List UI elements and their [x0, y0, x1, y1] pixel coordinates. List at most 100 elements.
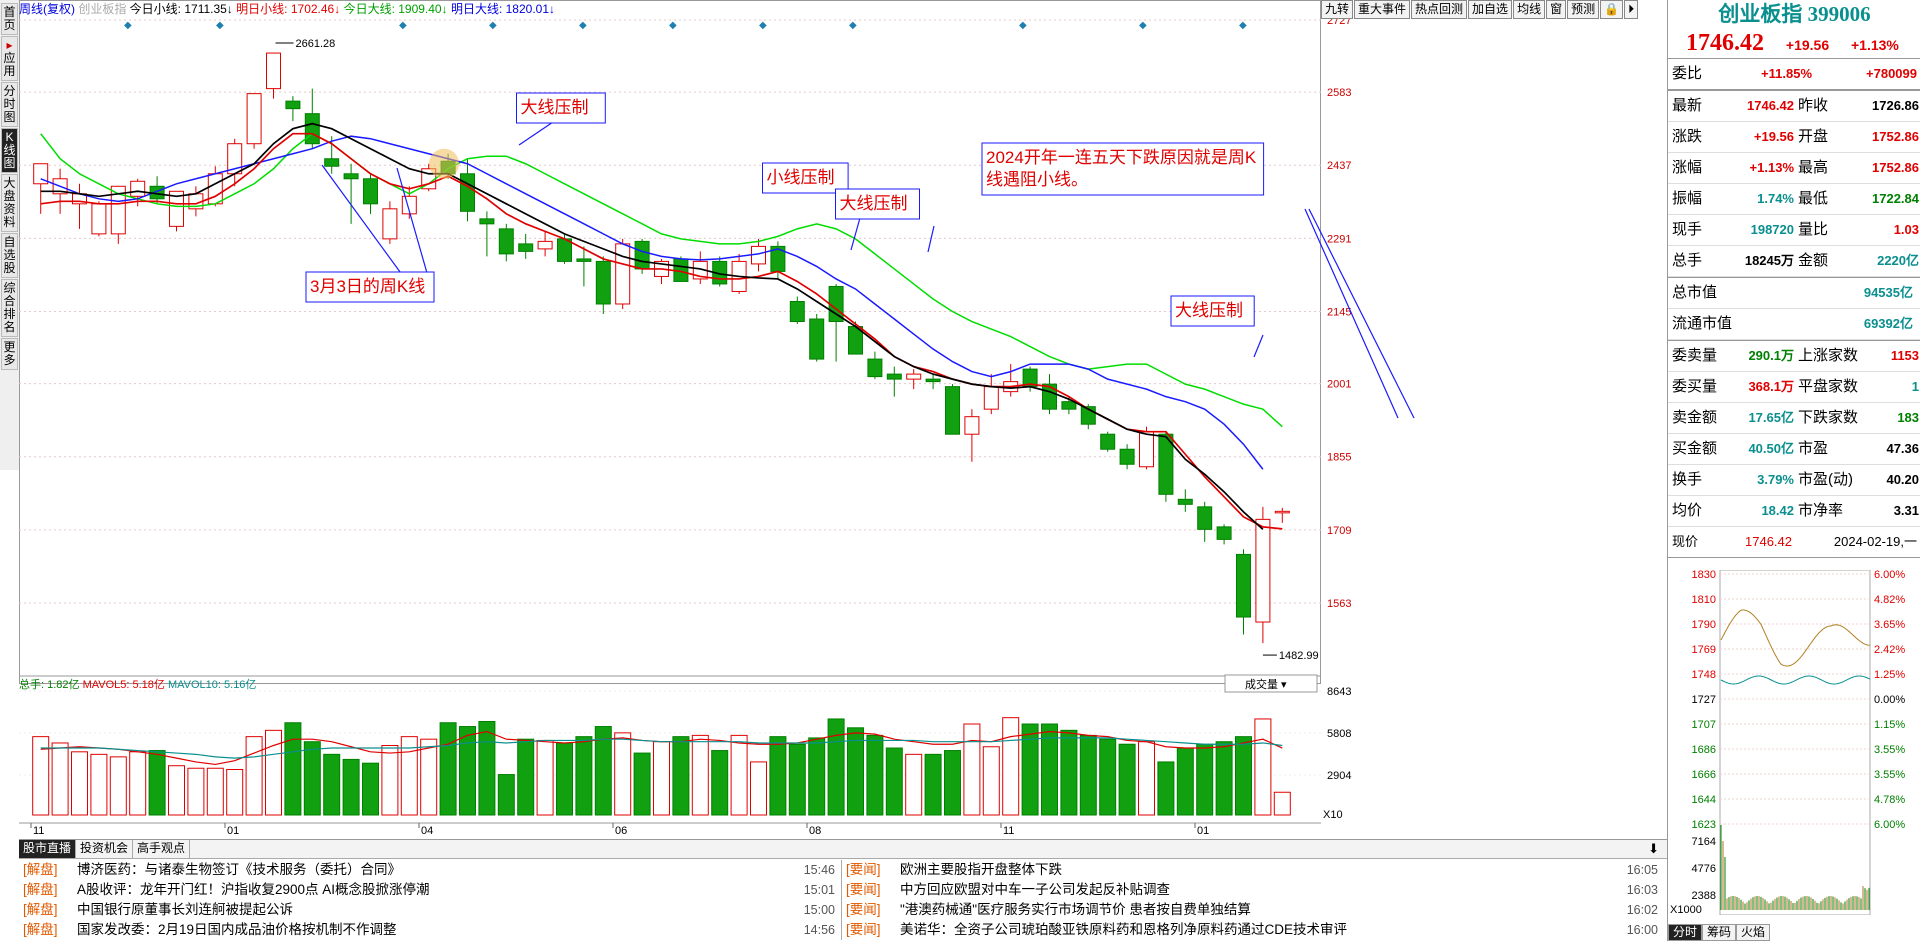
toolbar-button-1[interactable]: 重大事件: [1354, 0, 1410, 19]
event-marker-icon[interactable]: ◆: [579, 20, 587, 31]
event-marker-icon[interactable]: ◆: [849, 20, 857, 31]
quote-value: 3.79%: [1732, 465, 1796, 495]
candle-body: [480, 219, 494, 224]
kline-chart-svg[interactable]: 周线(复权) 创业板指 今日小线: 1711.35↓ 明日小线: 1702.46…: [19, 0, 1667, 840]
toolbar-button-5[interactable]: 窗: [1546, 0, 1566, 19]
mini-tab-2[interactable]: 火焰: [1736, 924, 1770, 941]
candle-body: [965, 417, 979, 435]
volume-bar: [440, 723, 456, 815]
event-marker-icon[interactable]: ◆: [669, 20, 677, 31]
quote-value: 3.31: [1860, 496, 1920, 526]
quote-label: 振幅: [1668, 184, 1732, 214]
callout-text: 2024开年一连五天下跌原因就是周K: [986, 148, 1257, 167]
sidebar-tab-char: 资: [3, 202, 15, 216]
news-title: 博济医药：与诸泰生物签订《技术服务（委托）合同》: [77, 860, 787, 880]
sidebar-tab-4[interactable]: 大盘资料: [1, 174, 18, 232]
news-tag: [解盘]: [19, 880, 77, 900]
volume-bar: [479, 721, 495, 815]
mini-tab-0[interactable]: 分时: [1668, 924, 1702, 941]
news-tag: [要闻]: [842, 880, 900, 900]
mini-left-axis-label: 1727: [1692, 694, 1716, 706]
event-marker-icon[interactable]: ◆: [759, 20, 767, 31]
quote-label: 换手: [1668, 465, 1732, 495]
toolbar-button-6[interactable]: 预测: [1567, 0, 1599, 19]
quote-label: 上涨家数: [1796, 341, 1860, 371]
event-marker-icon[interactable]: ◆: [216, 20, 224, 31]
kline-chart-area[interactable]: 周线(复权) 创业板指 今日小线: 1711.35↓ 明日小线: 1702.46…: [19, 0, 1667, 840]
quote-value: 1746.42: [1732, 91, 1796, 121]
quote-label: 均价: [1668, 496, 1732, 526]
volume-bar: [673, 737, 689, 815]
volume-bar: [654, 742, 670, 815]
candle-body: [208, 174, 222, 204]
news-time: 15:00: [787, 900, 841, 920]
volume-bar: [1061, 730, 1077, 815]
toolbar-button-3[interactable]: 加自选: [1468, 0, 1512, 19]
event-marker-icon[interactable]: ◆: [399, 20, 407, 31]
volume-bar: [207, 768, 223, 815]
sidebar-tab-0[interactable]: 首页: [1, 3, 18, 35]
period-label[interactable]: 周线(复权): [19, 2, 75, 16]
news-item[interactable]: [解盘]博济医药：与诸泰生物签订《技术服务（委托）合同》15:46: [19, 860, 841, 880]
mini-left-axis-label: 1748: [1692, 669, 1716, 681]
toolbar-button-8[interactable]: ⏵: [1624, 0, 1638, 19]
event-marker-icon[interactable]: ◆: [1019, 20, 1027, 31]
sidebar-tab-7[interactable]: 更多: [1, 338, 18, 370]
volume-header-item: MAVOL10: 5.16亿: [165, 678, 257, 691]
toolbar-button-7[interactable]: 🔒: [1600, 0, 1623, 19]
quote-value: +1.13%: [1732, 153, 1796, 183]
volume-bar: [945, 751, 961, 815]
volume-bar: [304, 742, 320, 815]
sidebar-tab-6[interactable]: 综合排名: [1, 279, 18, 337]
toolbar-button-0[interactable]: 九转: [1321, 0, 1353, 19]
download-icon[interactable]: ⬇: [1648, 841, 1659, 857]
volume-bar: [731, 735, 747, 815]
quote-value: +19.56: [1732, 122, 1796, 152]
candle-body: [946, 387, 960, 435]
mini-tab-1[interactable]: 筹码: [1702, 924, 1736, 941]
news-tab-1[interactable]: 投资机会: [76, 840, 133, 858]
news-time: 16:02: [1610, 900, 1664, 920]
chart-frame: [20, 1, 1321, 684]
event-marker-icon[interactable]: ◆: [489, 20, 497, 31]
toolbar-button-4[interactable]: 均线: [1513, 0, 1545, 19]
event-marker-icon[interactable]: ◆: [124, 20, 132, 31]
header-indicator-0: 今日小线: 1711.35↓: [130, 1, 237, 16]
sidebar-tab-2[interactable]: 分时图: [1, 82, 18, 127]
volume-header-item: 总手: 1.82亿: [19, 677, 80, 691]
quote-label: 开盘: [1796, 122, 1860, 152]
mini-right-axis-label: 6.00%: [1874, 819, 1905, 831]
sidebar-tab-char: 多: [3, 353, 15, 367]
news-tab-0[interactable]: 股市直播: [19, 840, 76, 858]
news-tab-2[interactable]: 高手观点: [133, 840, 190, 858]
header-indicator-1: 明日小线: 1702.46↓: [236, 2, 343, 16]
volume-axis-label: 8643: [1327, 686, 1351, 698]
event-marker-icon[interactable]: ◆: [1239, 20, 1247, 31]
candle-body: [325, 159, 339, 167]
toolbar-button-2[interactable]: 热点回测: [1411, 0, 1467, 19]
sidebar-tab-5[interactable]: 自选股: [1, 233, 18, 278]
quote-label: 金额: [1796, 246, 1860, 276]
quote-label: 涨幅: [1668, 153, 1732, 183]
sidebar-tab-1[interactable]: ▸应用: [1, 36, 18, 81]
price-axis-label: 1855: [1327, 452, 1351, 464]
callout-text: 大线压制: [840, 194, 908, 213]
sidebar-tab-char: 大: [3, 176, 15, 190]
news-tag: [解盘]: [19, 860, 77, 880]
price-axis-label: 2437: [1327, 160, 1351, 172]
event-marker-icon[interactable]: ◆: [1139, 20, 1147, 31]
news-title: 中国银行原董事长刘连舸被提起公诉: [77, 900, 787, 920]
quote-value: 40.20: [1860, 465, 1920, 495]
